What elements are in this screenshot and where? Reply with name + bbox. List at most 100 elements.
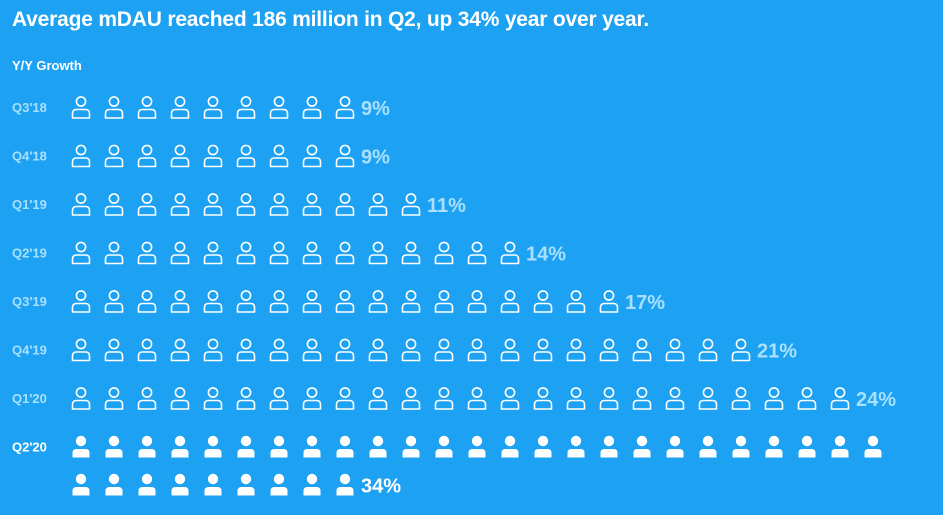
person-icon [104, 193, 124, 216]
person-icon [203, 241, 223, 265]
person-icon [368, 193, 388, 216]
person-icon [171, 435, 189, 458]
person-icon [335, 387, 355, 410]
person-icon [434, 241, 454, 265]
person-icon [467, 387, 487, 410]
person-icon [137, 338, 157, 362]
person-icon [302, 96, 322, 119]
person-icon [368, 241, 388, 265]
person-icon [500, 290, 520, 313]
value-label: 17% [625, 292, 665, 314]
person-icon [732, 435, 750, 458]
value-label: 9% [361, 147, 390, 169]
person-icon [137, 387, 157, 410]
person-icon [204, 473, 222, 496]
person-icon [104, 241, 124, 265]
person-icon [236, 96, 256, 119]
person-icon [170, 387, 190, 410]
person-icon [797, 387, 817, 410]
person-icon [237, 435, 255, 458]
person-icon [534, 435, 552, 458]
person-icon [302, 241, 322, 265]
person-icon [467, 241, 487, 265]
person-icon [237, 473, 255, 496]
value-label: 21% [757, 341, 797, 363]
person-icon [632, 338, 652, 362]
person-icon [368, 290, 388, 313]
person-icon [204, 435, 222, 458]
person-icon [71, 387, 91, 410]
person-icon [467, 338, 487, 362]
person-icon [699, 435, 717, 458]
person-icon [71, 290, 91, 313]
person-icon [665, 387, 685, 410]
person-icon [599, 338, 619, 362]
person-icon [468, 435, 486, 458]
person-icon [170, 193, 190, 216]
person-icon [72, 435, 90, 458]
person-icon [798, 435, 816, 458]
person-icon [170, 338, 190, 362]
person-icon [105, 473, 123, 496]
person-icon [170, 241, 190, 265]
person-icon [434, 338, 454, 362]
value-label: 24% [856, 389, 896, 411]
value-label: 11% [427, 195, 466, 217]
chart-subtitle: Y/Y Growth [12, 58, 82, 73]
person-icon [203, 290, 223, 313]
person-icon [203, 338, 223, 362]
person-icon [269, 338, 289, 362]
person-icon [401, 241, 421, 265]
person-icon [203, 144, 223, 168]
person-icon [402, 435, 420, 458]
person-icon [599, 387, 619, 410]
person-icon [137, 96, 157, 119]
category-label: Q3'19 [12, 294, 47, 309]
person-icon [500, 241, 520, 265]
person-icon [335, 144, 355, 168]
person-icon [368, 338, 388, 362]
person-icon [269, 241, 289, 265]
person-icon [335, 96, 355, 119]
person-icon [302, 338, 322, 362]
person-icon [303, 435, 321, 458]
person-icon [401, 193, 421, 216]
person-icon [203, 387, 223, 410]
person-icon [170, 290, 190, 313]
person-icon [666, 435, 684, 458]
person-icon [368, 387, 388, 410]
person-icon [270, 435, 288, 458]
person-icon [71, 241, 91, 265]
category-label: Q1'20 [12, 391, 47, 406]
category-label: Q3'18 [12, 100, 47, 115]
person-icon [434, 290, 454, 313]
person-icon [104, 290, 124, 313]
person-icon [236, 193, 256, 216]
person-icon [335, 241, 355, 265]
person-icon [567, 435, 585, 458]
person-icon [104, 338, 124, 362]
person-icon [269, 96, 289, 119]
person-icon [236, 144, 256, 168]
person-icon [698, 387, 718, 410]
category-label: Q4'19 [12, 343, 47, 358]
person-icon [731, 338, 751, 362]
person-icon [269, 387, 289, 410]
person-icon [203, 193, 223, 216]
person-icon [764, 387, 784, 410]
person-icon [302, 290, 322, 313]
person-icon [632, 387, 652, 410]
person-icon [566, 338, 586, 362]
value-label: 34% [361, 476, 401, 498]
person-icon [831, 435, 849, 458]
person-icon [269, 144, 289, 168]
value-label: 9% [361, 98, 390, 120]
person-icon [71, 338, 91, 362]
person-icon [335, 338, 355, 362]
person-icon [401, 290, 421, 313]
person-icon [765, 435, 783, 458]
category-label: Q4'18 [12, 149, 47, 164]
person-icon [137, 144, 157, 168]
person-icon [435, 435, 453, 458]
